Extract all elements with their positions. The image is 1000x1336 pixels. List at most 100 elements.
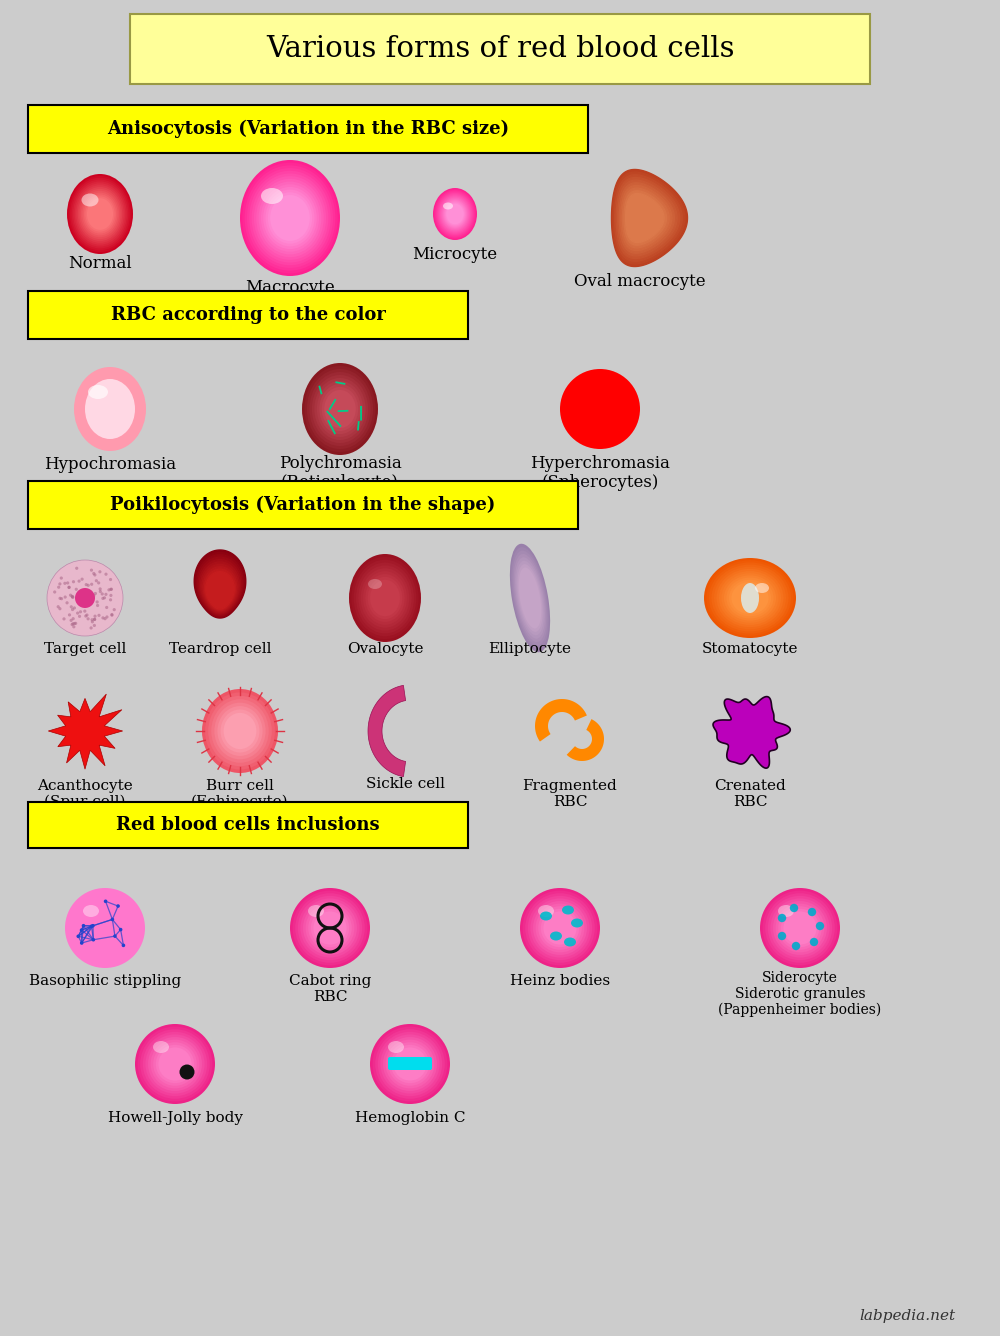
Ellipse shape xyxy=(361,568,409,628)
Circle shape xyxy=(72,617,75,620)
Circle shape xyxy=(68,613,71,616)
Circle shape xyxy=(792,942,800,950)
Ellipse shape xyxy=(351,557,419,639)
Ellipse shape xyxy=(263,187,317,248)
Circle shape xyxy=(53,591,56,593)
Text: RBC according to the color: RBC according to the color xyxy=(111,306,385,325)
Ellipse shape xyxy=(74,367,146,452)
Ellipse shape xyxy=(268,192,312,243)
Polygon shape xyxy=(196,552,244,617)
Polygon shape xyxy=(203,566,237,611)
Ellipse shape xyxy=(564,938,576,946)
Circle shape xyxy=(104,593,108,596)
Circle shape xyxy=(96,604,99,607)
Text: Howell-Jolly body: Howell-Jolly body xyxy=(108,1112,242,1125)
Circle shape xyxy=(91,596,94,600)
Polygon shape xyxy=(626,194,664,243)
Circle shape xyxy=(93,615,97,617)
Ellipse shape xyxy=(298,896,362,961)
Ellipse shape xyxy=(538,904,554,916)
Ellipse shape xyxy=(151,1039,199,1089)
Ellipse shape xyxy=(768,896,832,961)
Ellipse shape xyxy=(714,566,786,629)
Circle shape xyxy=(110,613,114,617)
Circle shape xyxy=(109,588,112,591)
Circle shape xyxy=(122,943,125,947)
Ellipse shape xyxy=(562,906,574,915)
Text: Basophilic stippling: Basophilic stippling xyxy=(29,974,181,989)
Circle shape xyxy=(560,369,640,449)
Text: Siderocyte
Siderotic granules
(Pappenheimer bodies): Siderocyte Siderotic granules (Pappenhei… xyxy=(718,970,882,1018)
Circle shape xyxy=(93,624,96,627)
Ellipse shape xyxy=(261,184,319,251)
Circle shape xyxy=(790,903,798,912)
Ellipse shape xyxy=(256,179,324,257)
Ellipse shape xyxy=(138,1026,212,1101)
Ellipse shape xyxy=(324,390,356,428)
Ellipse shape xyxy=(516,561,544,636)
Circle shape xyxy=(80,929,83,933)
Circle shape xyxy=(105,605,108,609)
Ellipse shape xyxy=(368,578,382,589)
Circle shape xyxy=(89,627,93,629)
Ellipse shape xyxy=(536,903,584,953)
Text: Ovalocyte: Ovalocyte xyxy=(347,643,423,656)
Ellipse shape xyxy=(153,1042,197,1086)
Circle shape xyxy=(90,925,93,929)
Circle shape xyxy=(101,597,104,600)
Polygon shape xyxy=(206,572,234,609)
Ellipse shape xyxy=(313,911,347,945)
Circle shape xyxy=(62,617,66,620)
Polygon shape xyxy=(48,695,123,770)
Circle shape xyxy=(778,931,786,941)
Ellipse shape xyxy=(78,187,122,240)
Text: Hypochromasia: Hypochromasia xyxy=(44,456,176,473)
Ellipse shape xyxy=(73,182,127,247)
Ellipse shape xyxy=(81,191,119,238)
Ellipse shape xyxy=(540,911,552,921)
FancyBboxPatch shape xyxy=(28,802,468,848)
Polygon shape xyxy=(613,172,685,263)
Text: Acanthocyte
(Spur cell): Acanthocyte (Spur cell) xyxy=(37,779,133,810)
Circle shape xyxy=(95,578,98,582)
Ellipse shape xyxy=(156,1045,194,1083)
Ellipse shape xyxy=(571,919,583,927)
Ellipse shape xyxy=(143,1031,207,1097)
Polygon shape xyxy=(567,719,604,762)
Ellipse shape xyxy=(520,888,600,969)
Circle shape xyxy=(93,617,96,621)
Circle shape xyxy=(86,617,90,620)
Circle shape xyxy=(91,620,94,624)
Ellipse shape xyxy=(543,911,577,945)
Ellipse shape xyxy=(441,198,469,230)
Ellipse shape xyxy=(240,160,340,277)
FancyBboxPatch shape xyxy=(28,481,578,529)
Circle shape xyxy=(71,595,74,599)
Ellipse shape xyxy=(438,194,472,234)
Ellipse shape xyxy=(304,366,376,452)
Circle shape xyxy=(75,588,95,608)
Polygon shape xyxy=(621,186,672,251)
Ellipse shape xyxy=(363,572,407,625)
Ellipse shape xyxy=(517,564,543,632)
Ellipse shape xyxy=(290,888,370,969)
Ellipse shape xyxy=(533,900,587,955)
Ellipse shape xyxy=(140,1029,210,1098)
Ellipse shape xyxy=(711,565,789,632)
Ellipse shape xyxy=(445,203,465,226)
Circle shape xyxy=(60,597,63,600)
Ellipse shape xyxy=(375,1029,445,1098)
Ellipse shape xyxy=(444,202,466,227)
Circle shape xyxy=(80,941,84,945)
Ellipse shape xyxy=(519,568,541,628)
Polygon shape xyxy=(619,183,674,254)
Circle shape xyxy=(810,938,818,946)
Ellipse shape xyxy=(221,709,259,752)
Circle shape xyxy=(110,613,113,616)
Ellipse shape xyxy=(776,903,824,953)
Ellipse shape xyxy=(293,891,367,966)
Circle shape xyxy=(94,592,97,595)
Ellipse shape xyxy=(541,908,579,947)
Circle shape xyxy=(808,907,816,916)
Ellipse shape xyxy=(773,900,827,955)
